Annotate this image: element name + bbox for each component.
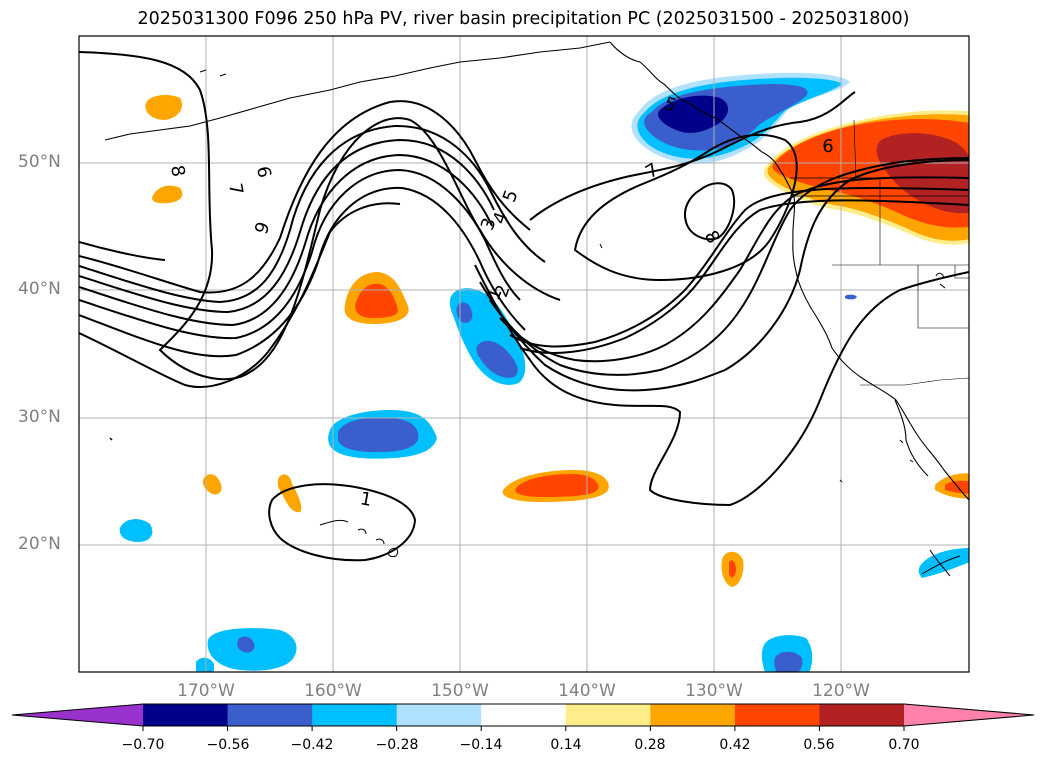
lat-label-50n: 50°N: [18, 152, 61, 172]
shading-negative-south-3-blue: [774, 651, 803, 672]
shading-negative-147w-blue-bottom: [476, 340, 518, 378]
colorbar-label: −0.70: [121, 737, 165, 753]
shading-negative-bc-navy: [657, 95, 729, 133]
lat-label-30n: 30°N: [18, 407, 61, 427]
lat-label-20n: 20°N: [18, 534, 61, 554]
shading-negative-tiny: [845, 294, 857, 300]
shading-positive-140w-red: [515, 474, 599, 497]
coastlines: [104, 41, 969, 577]
colorbar-ticks: [142, 726, 905, 731]
lon-label-150w: 150°W: [431, 681, 489, 701]
pv-contour-labels: 1 2 3 4 5 6 7 8 9 6 7 8 5 1: [166, 93, 834, 511]
colorbar-label: 0.42: [719, 737, 751, 753]
colorbar-label: 0.56: [803, 737, 835, 753]
colorbar-extend-high: [904, 704, 1034, 726]
shading-positive-158w-red: [355, 283, 398, 318]
precipitation-shading: [119, 72, 969, 672]
map-title: 2025031300 F096 250 hPa PV, river basin …: [137, 9, 910, 29]
colorbar-label: −0.56: [206, 737, 250, 753]
colorbar-label: 0.70: [888, 737, 920, 753]
map-border: [78, 35, 970, 673]
pv-contours: [79, 51, 969, 562]
lon-label-120w: 120°W: [812, 681, 870, 701]
colorbar-bins: [143, 704, 905, 726]
lon-label-130w: 130°W: [685, 681, 743, 701]
colorbar-bin: [312, 704, 398, 726]
pv-label: 7: [224, 182, 247, 197]
colorbar-extend-low: [12, 704, 143, 726]
colorbar-bin: [734, 704, 820, 726]
colorbar-bin: [227, 704, 313, 726]
lon-label-140w: 140°W: [558, 681, 616, 701]
shading-positive-small-1: [202, 474, 222, 495]
map-area: 1 2 3 4 5 6 7 8 9 6 7 8 5 1: [79, 36, 969, 672]
pv-label: 6: [822, 136, 833, 157]
shading-negative-small-sw: [119, 519, 153, 542]
pv-label: 1: [358, 488, 373, 511]
colorbar-label: −0.28: [375, 737, 419, 753]
colorbar-bin: [565, 704, 651, 726]
colorbar-bin: [650, 704, 736, 726]
colorbar-bin: [143, 704, 229, 726]
colorbar-bin: [481, 704, 567, 726]
shading-positive-small-nw: [145, 95, 183, 120]
colorbar-bin: [819, 704, 905, 726]
pv-label: 8: [166, 164, 189, 179]
shading-positive-baja-red: [945, 480, 969, 494]
colorbar: [11, 703, 1035, 731]
colorbar-label: 0.28: [634, 737, 666, 753]
colorbar-bin: [396, 704, 482, 726]
pv-label: 9: [251, 219, 275, 237]
pv-label: 6: [252, 165, 275, 180]
lon-label-170w: 170°W: [177, 681, 235, 701]
shading-negative-mexico: [918, 548, 969, 578]
shading-positive-pnw-darkred: [876, 133, 969, 214]
shading-negative-south-1-blue: [237, 636, 255, 653]
lon-label-160w: 160°W: [304, 681, 362, 701]
lat-label-40n: 40°N: [18, 279, 61, 299]
shading-negative-147w-blue-top: [456, 302, 473, 323]
colorbar-label: −0.42: [290, 737, 334, 753]
shading-positive-small-w: [152, 185, 183, 204]
shading-positive-small-3-red: [729, 560, 736, 578]
shading-positive-small-2: [277, 474, 302, 513]
colorbar-label: −0.14: [459, 737, 503, 753]
shading-negative-south-2: [196, 657, 214, 672]
colorbar-label: 0.14: [550, 737, 582, 753]
shading-negative-155w-blue: [338, 417, 419, 452]
